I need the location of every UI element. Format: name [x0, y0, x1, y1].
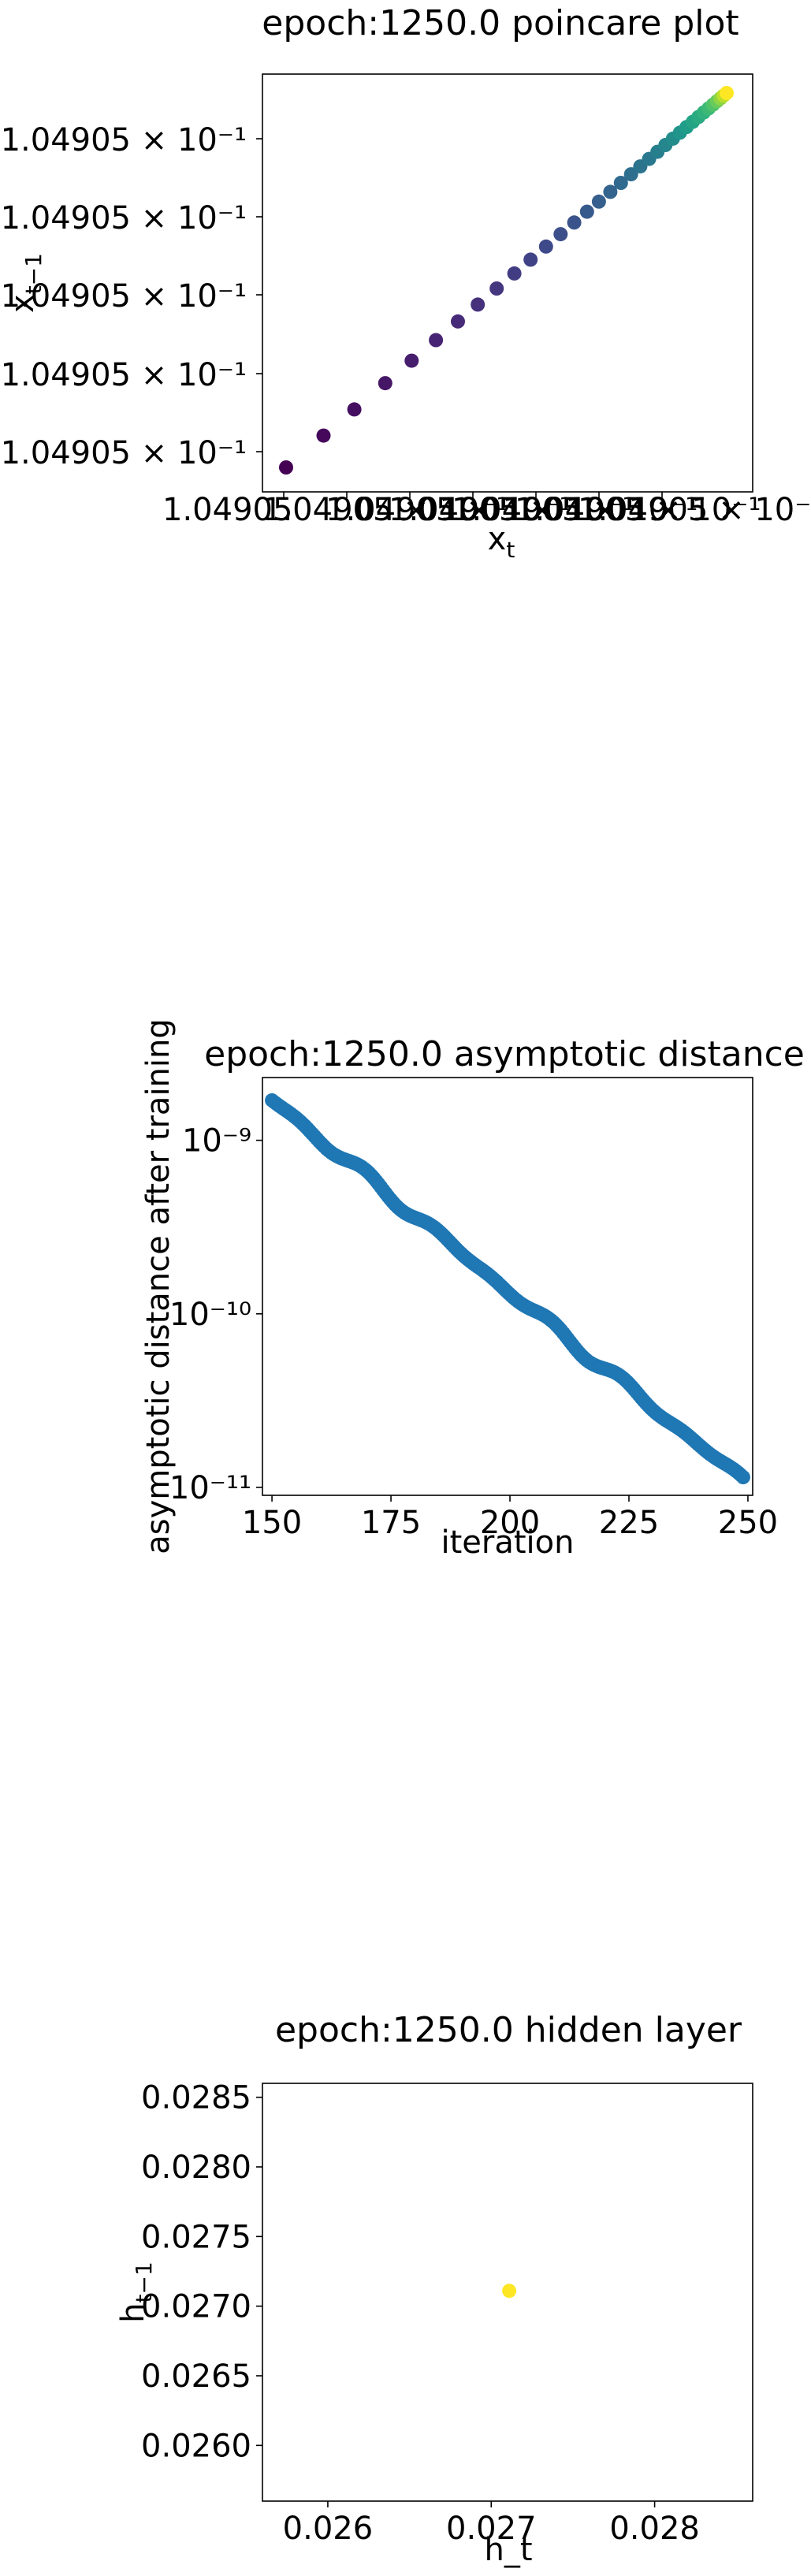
data-point: [279, 460, 293, 475]
y-tick-label: 1.04905 × 10⁻¹: [1, 200, 247, 236]
y-tick-label: 0.0265: [141, 2358, 251, 2395]
y-tick-label: 0.0270: [141, 2289, 251, 2325]
x-tick-label: 200: [480, 1505, 540, 1541]
data-point: [489, 281, 504, 296]
x-tick-label: 1.04905 × 10⁻¹: [578, 492, 811, 528]
x-tick-label: 1.04905 × 10⁻¹: [452, 492, 698, 528]
data-point: [507, 266, 522, 281]
data-point: [451, 314, 465, 329]
x-tick-label: 175: [361, 1505, 421, 1541]
x-axis: 0.026 0.027 0.028: [283, 2501, 700, 2547]
y-tick-label: 10⁻⁹: [182, 1123, 251, 1160]
x-axis: 150 175 200 225 250: [242, 1495, 778, 1541]
x-tick-label: 0.027: [446, 2511, 537, 2547]
chart-poincare: epoch:1250.0 poincare plot 1.04905 × 10⁻…: [1, 3, 811, 563]
y-tick-label: 1.04905 × 10⁻¹: [1, 278, 247, 315]
y-tick-label: 10⁻¹¹: [169, 1470, 251, 1506]
data-point: [471, 297, 485, 312]
x-tick-label: 225: [599, 1505, 659, 1541]
chart-hidden-layer: epoch:1250.0 hidden layer 0.026 0.027 0.02…: [115, 2010, 753, 2568]
y-axis-label: ht−1: [115, 2261, 157, 2323]
y-tick-label: 10⁻¹⁰: [169, 1297, 251, 1333]
data-point: [538, 239, 553, 254]
y-axis: 10⁻¹¹ 10⁻¹⁰ 10⁻⁹: [169, 1123, 262, 1506]
x-tick-label: 150: [242, 1505, 302, 1541]
x-tick-label: 1.04905: [162, 492, 292, 528]
x-tick-label: 0.028: [609, 2511, 700, 2547]
y-axis: 1.04905 × 10⁻¹ 1.04905 × 10⁻¹ 1.04905 × …: [1, 122, 262, 471]
plot-frame: [262, 2083, 753, 2502]
plot-frame: [262, 1077, 753, 1496]
data-points: [502, 2284, 517, 2299]
y-tick-label: 0.0285: [141, 2080, 251, 2116]
chart-title: epoch:1250.0 asymptotic distance: [204, 1034, 805, 1074]
data-point: [603, 184, 618, 199]
y-tick-label: 0.0280: [141, 2150, 251, 2186]
data-point: [378, 376, 392, 391]
y-tick-label: 0.0260: [141, 2428, 251, 2464]
y-tick-label: 0.0275: [141, 2219, 251, 2255]
data-point: [347, 402, 362, 417]
y-tick-label: 1.04905 × 10⁻¹: [1, 357, 247, 393]
data-point: [553, 227, 568, 242]
data-point: [623, 167, 638, 182]
data-point: [567, 215, 582, 230]
data-point: [523, 252, 538, 267]
data-point: [404, 353, 419, 368]
data-point: [502, 2284, 517, 2299]
data-point: [720, 86, 734, 100]
y-tick-label: 1.04905 × 10⁻¹: [1, 435, 247, 471]
y-axis-label: asymptotic distance after training: [140, 1018, 177, 1554]
chart-title: epoch:1250.0 poincare plot: [262, 3, 738, 43]
x-tick-label: 0.026: [283, 2511, 374, 2547]
data-point: [429, 333, 444, 348]
x-axis-label: iteration: [441, 1524, 575, 1561]
data-points: [279, 86, 734, 475]
plot-frame: [262, 73, 753, 493]
x-tick-label: 1.04905 × 10⁻¹: [262, 492, 508, 528]
y-tick-label: 1.04905 × 10⁻¹: [1, 122, 247, 158]
x-tick-label: 1.04905 × 10⁻¹: [326, 492, 571, 528]
data-point: [316, 428, 331, 443]
data-points: [265, 1093, 750, 1484]
x-tick-label: 1.04905 × 10⁻¹: [515, 492, 761, 528]
chart-asymptotic-distance: epoch:1250.0 asymptotic distance 150 175 2…: [140, 1018, 805, 1561]
data-point: [591, 194, 606, 209]
x-axis-label: h_t: [484, 2532, 532, 2568]
data-point: [735, 1470, 750, 1484]
data-point: [613, 176, 628, 190]
x-axis: 1.04905 1.04905 × 10⁻¹ 1.04905 × 10⁻¹ 1.…: [162, 492, 811, 528]
x-tick-label: 250: [718, 1505, 778, 1541]
y-axis: 0.0260 0.0265 0.0270 0.0275 0.0280 0.0285: [141, 2080, 262, 2464]
data-point: [579, 204, 594, 219]
chart-title: epoch:1250.0 hidden layer: [275, 2010, 742, 2050]
x-tick-label: 1.04905 × 10⁻¹: [389, 492, 634, 528]
